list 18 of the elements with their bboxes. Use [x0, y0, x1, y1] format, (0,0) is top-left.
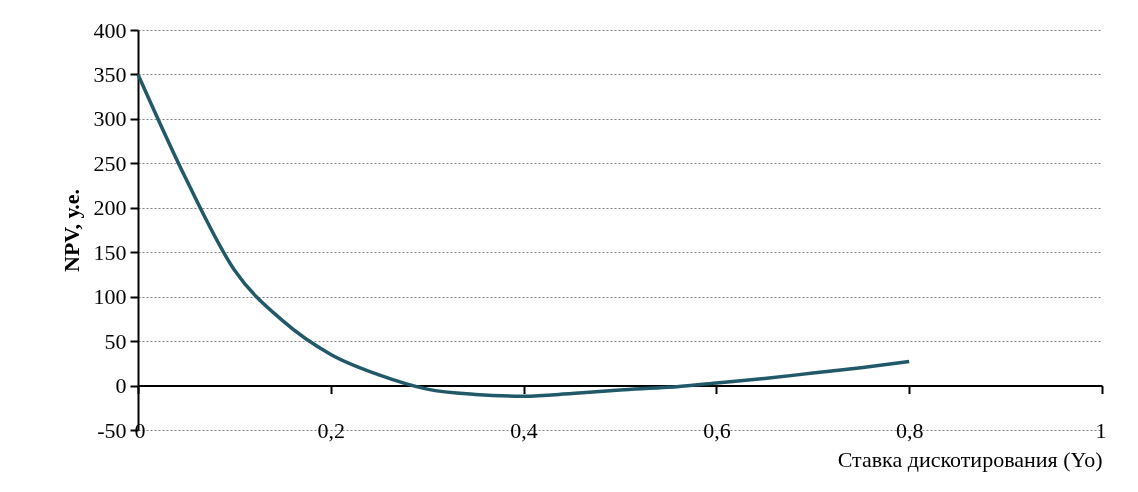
- line-series: [136, 72, 911, 398]
- x-axis-title: Ставка дискотирования (Yo): [837, 446, 1103, 472]
- y-tick-label: 300: [93, 106, 127, 132]
- y-axis-title: NPV, у.е.: [58, 189, 84, 272]
- y-tick-label: 0: [115, 373, 127, 399]
- x-tick-label: 0,4: [510, 417, 538, 443]
- y-tick-label: 200: [93, 195, 127, 221]
- y-tick-label: -50: [97, 417, 127, 443]
- x-tick-label: 0,8: [895, 417, 924, 443]
- y-tick-label: 350: [93, 61, 127, 87]
- y-tick-label: 400: [93, 17, 127, 43]
- y-tick-label: 150: [93, 239, 127, 265]
- y-tick-label: 100: [93, 284, 127, 310]
- y-tick-label: 250: [93, 150, 127, 176]
- x-tick-label: 0,2: [317, 417, 346, 443]
- x-tick-label: 1: [1095, 417, 1107, 443]
- x-tick-label: 0,6: [703, 417, 731, 443]
- y-tick-label: 50: [104, 328, 127, 354]
